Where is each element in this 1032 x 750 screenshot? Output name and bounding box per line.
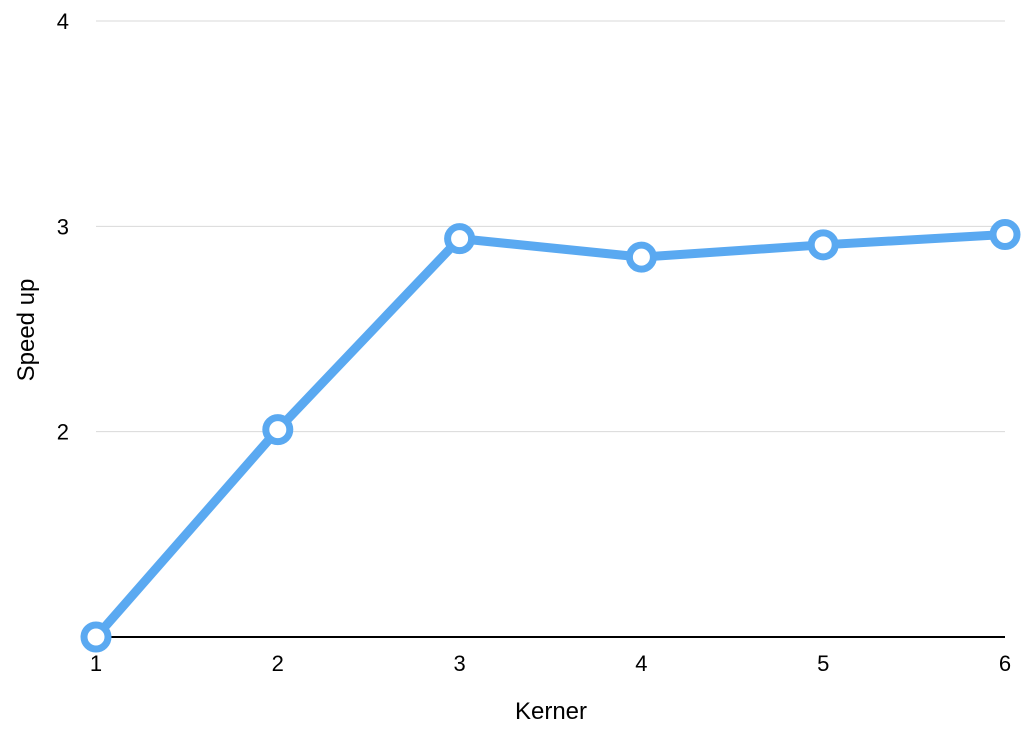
data-point-x1 — [80, 621, 112, 653]
data-point-x2 — [262, 414, 294, 446]
x-tick-label: 4 — [635, 651, 647, 676]
data-point-x6 — [989, 219, 1021, 251]
x-tick-label: 2 — [272, 651, 284, 676]
x-tick-label: 1 — [90, 651, 102, 676]
y-axis-title: Speed up — [13, 279, 40, 382]
gridlines — [96, 20, 1005, 433]
y-tick-label: 3 — [57, 214, 69, 239]
x-tick-label: 5 — [817, 651, 829, 676]
data-point-x3 — [444, 223, 476, 255]
series-layer — [80, 219, 1021, 653]
x-tick-label: 3 — [453, 651, 465, 676]
x-tick-label: 6 — [999, 651, 1011, 676]
y-tick-label: 4 — [57, 9, 69, 34]
data-point-x5 — [807, 229, 839, 261]
series-line — [91, 230, 1010, 642]
y-axis-ticks: 2 3 4 — [57, 9, 69, 445]
data-point-x4 — [625, 241, 657, 273]
y-tick-label: 2 — [57, 420, 69, 445]
x-axis-title: Kerner — [515, 698, 587, 725]
x-axis-ticks: 1 2 3 4 5 6 — [90, 651, 1011, 676]
